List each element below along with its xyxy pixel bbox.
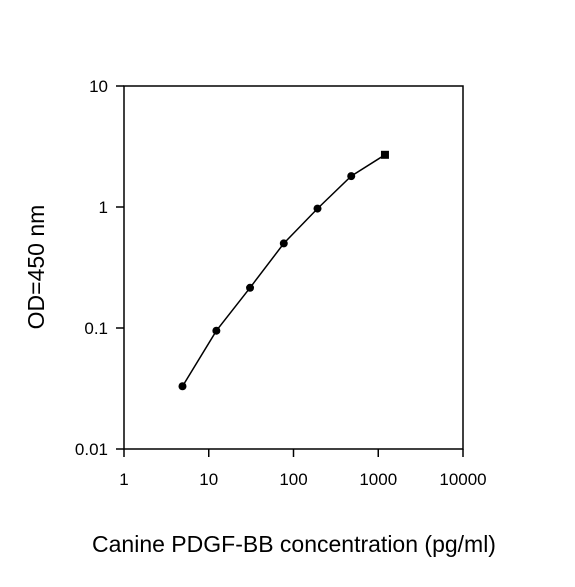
y-axis-title: OD=450 nm — [23, 205, 49, 330]
plot-area-frame — [123, 85, 464, 450]
y-axis-ticks: 0.01 0.1 1 10 — [75, 77, 124, 459]
y-tick-label: 1 — [99, 198, 108, 217]
x-tick-label: 10 — [199, 470, 218, 489]
x-axis-ticks: 1 10 100 1000 10000 — [119, 449, 487, 489]
y-tick-label: 0.1 — [84, 319, 108, 338]
data-point — [313, 204, 322, 213]
x-axis-title: Canine PDGF-BB concentration (pg/ml) — [92, 531, 496, 557]
x-tick-label: 1 — [119, 470, 128, 489]
data-point — [279, 239, 288, 248]
x-tick-label: 1000 — [359, 470, 397, 489]
series-layer — [178, 150, 389, 391]
data-point — [380, 150, 389, 159]
x-tick-label: 10000 — [439, 470, 486, 489]
y-tick-label: 10 — [89, 77, 108, 96]
data-point — [212, 326, 221, 335]
series-line — [181, 154, 386, 387]
y-tick-label: 0.01 — [75, 440, 108, 459]
data-point — [178, 382, 187, 391]
data-point — [347, 172, 356, 181]
x-tick-label: 100 — [279, 470, 307, 489]
data-point — [246, 283, 255, 292]
